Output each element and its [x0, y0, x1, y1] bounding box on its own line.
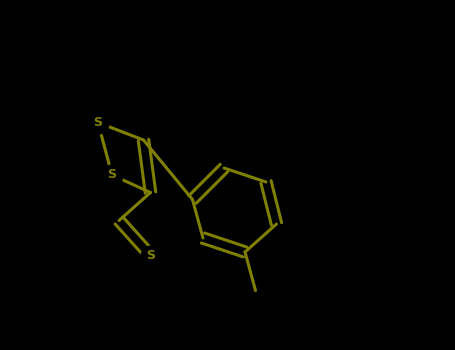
Text: S: S [107, 168, 116, 182]
Text: S: S [146, 249, 155, 262]
Text: S: S [93, 116, 102, 129]
